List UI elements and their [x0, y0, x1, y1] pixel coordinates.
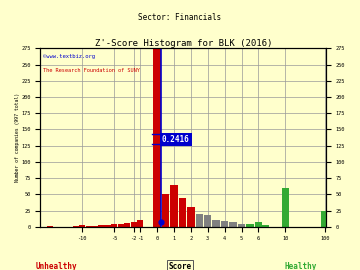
Bar	[246, 224, 254, 227]
Bar	[179, 198, 186, 227]
Bar	[105, 225, 111, 227]
Bar	[131, 222, 137, 227]
Bar	[153, 48, 161, 227]
Title: Z'-Score Histogram for BLK (2016): Z'-Score Histogram for BLK (2016)	[95, 39, 272, 48]
Bar	[229, 222, 237, 227]
Bar	[111, 224, 117, 227]
Bar	[221, 221, 228, 227]
Text: 0.2416: 0.2416	[162, 135, 190, 144]
Bar	[118, 224, 124, 227]
Y-axis label: Number of companies (997 total): Number of companies (997 total)	[15, 93, 20, 182]
Bar	[92, 226, 98, 227]
Bar	[79, 225, 85, 227]
Bar	[170, 185, 177, 227]
Bar	[195, 214, 203, 227]
Bar	[137, 220, 143, 227]
Bar	[86, 226, 92, 227]
Bar	[238, 224, 245, 227]
Text: Score: Score	[168, 262, 192, 270]
Bar	[261, 225, 269, 227]
Bar	[212, 220, 220, 227]
Bar	[73, 226, 79, 227]
Bar	[204, 215, 211, 227]
Bar	[282, 188, 289, 227]
Text: Sector: Financials: Sector: Financials	[138, 13, 222, 22]
Bar	[255, 222, 262, 227]
Text: ©www.textbiz.org: ©www.textbiz.org	[43, 54, 95, 59]
Bar	[321, 211, 329, 227]
Bar	[99, 225, 104, 227]
Bar	[47, 226, 53, 227]
Bar	[162, 194, 169, 227]
Bar	[187, 207, 194, 227]
Bar	[124, 223, 130, 227]
Text: The Research Foundation of SUNY: The Research Foundation of SUNY	[43, 68, 140, 73]
Text: Unhealthy: Unhealthy	[36, 262, 78, 270]
Text: Healthy: Healthy	[284, 262, 317, 270]
